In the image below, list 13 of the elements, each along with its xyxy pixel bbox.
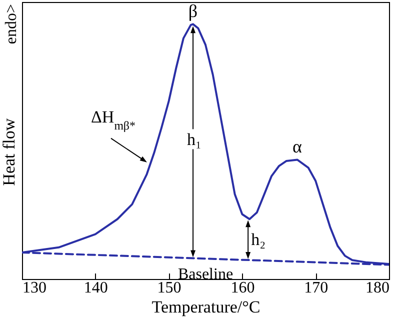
x-axis-title: Temperature/°C — [152, 298, 260, 316]
text: endo> — [3, 4, 20, 44]
annotation: h₂ — [251, 230, 266, 250]
x-tick-label: 160 — [230, 280, 255, 296]
x-tick-label: 180 — [366, 280, 390, 296]
x-tick-label: 170 — [304, 280, 328, 296]
annotation: ΔH$_{mβ*}$ — [90, 107, 136, 132]
x-tick-label: 130 — [22, 280, 46, 296]
annotation: h₁ — [187, 130, 202, 150]
annotation: α — [292, 136, 303, 157]
annotation: β — [188, 1, 198, 22]
x-tick-label: 140 — [84, 280, 108, 296]
y-axis-title: Heat flow — [0, 118, 18, 186]
